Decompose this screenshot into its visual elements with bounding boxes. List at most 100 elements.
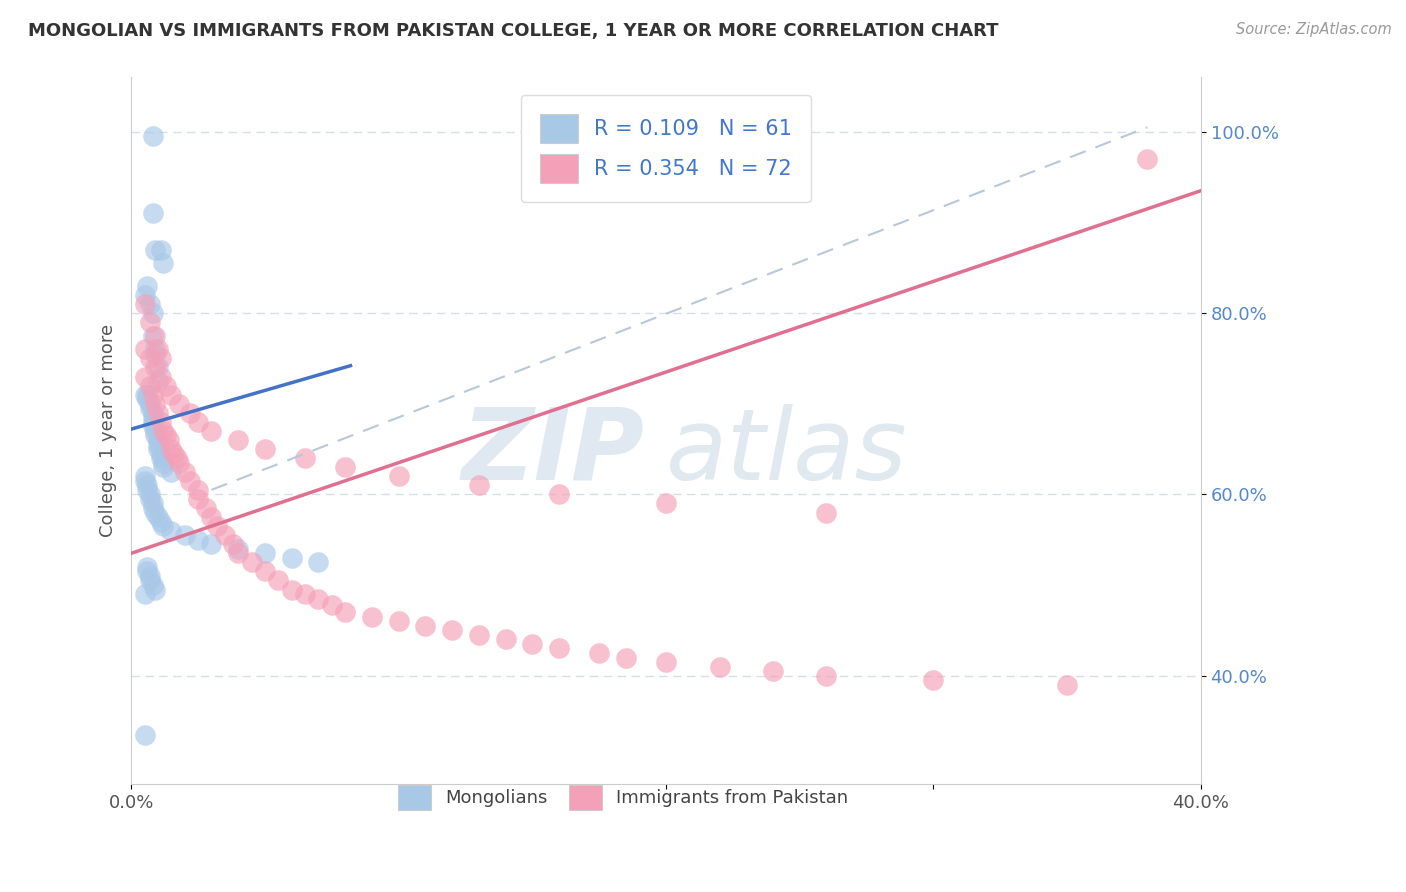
Point: [548, 487, 571, 501]
Point: [815, 668, 838, 682]
Point: [468, 478, 491, 492]
Point: [146, 510, 169, 524]
Point: [588, 646, 610, 660]
Point: [142, 387, 165, 401]
Point: [709, 659, 731, 673]
Point: [146, 360, 169, 375]
Point: [139, 569, 162, 583]
Point: [321, 598, 343, 612]
Point: [226, 541, 249, 556]
Point: [149, 243, 172, 257]
Point: [142, 306, 165, 320]
Point: [294, 587, 316, 601]
Point: [152, 256, 174, 270]
Point: [307, 555, 329, 569]
Point: [142, 328, 165, 343]
Point: [388, 469, 411, 483]
Point: [169, 397, 191, 411]
Point: [614, 650, 637, 665]
Point: [139, 487, 162, 501]
Point: [139, 401, 162, 416]
Point: [166, 451, 188, 466]
Point: [142, 419, 165, 434]
Point: [333, 605, 356, 619]
Point: [152, 424, 174, 438]
Point: [142, 410, 165, 425]
Point: [280, 550, 302, 565]
Point: [143, 343, 166, 357]
Point: [139, 491, 162, 506]
Point: [142, 406, 165, 420]
Point: [146, 343, 169, 357]
Point: [139, 397, 162, 411]
Text: Source: ZipAtlas.com: Source: ZipAtlas.com: [1236, 22, 1392, 37]
Legend: Mongolians, Immigrants from Pakistan: Mongolians, Immigrants from Pakistan: [384, 771, 863, 825]
Point: [134, 387, 156, 401]
Point: [136, 565, 159, 579]
Point: [548, 641, 571, 656]
Point: [160, 524, 183, 538]
Point: [152, 519, 174, 533]
Point: [136, 560, 159, 574]
Point: [307, 591, 329, 606]
Point: [139, 315, 162, 329]
Point: [143, 328, 166, 343]
Point: [143, 424, 166, 438]
Point: [139, 351, 162, 366]
Point: [253, 546, 276, 560]
Point: [143, 428, 166, 442]
Point: [169, 456, 191, 470]
Point: [146, 406, 169, 420]
Point: [1136, 152, 1159, 166]
Point: [187, 491, 209, 506]
Point: [149, 515, 172, 529]
Point: [187, 483, 209, 497]
Point: [142, 578, 165, 592]
Point: [146, 437, 169, 451]
Point: [152, 456, 174, 470]
Point: [253, 442, 276, 456]
Point: [134, 343, 156, 357]
Point: [762, 664, 785, 678]
Point: [142, 415, 165, 429]
Point: [226, 433, 249, 447]
Point: [200, 510, 222, 524]
Point: [333, 460, 356, 475]
Point: [146, 442, 169, 456]
Point: [146, 374, 169, 388]
Point: [195, 500, 218, 515]
Point: [136, 478, 159, 492]
Point: [240, 555, 263, 569]
Point: [173, 528, 195, 542]
Point: [815, 506, 838, 520]
Point: [134, 587, 156, 601]
Point: [187, 533, 209, 547]
Point: [200, 537, 222, 551]
Point: [294, 451, 316, 466]
Point: [136, 392, 159, 407]
Point: [134, 369, 156, 384]
Point: [134, 288, 156, 302]
Point: [522, 637, 544, 651]
Point: [415, 619, 437, 633]
Point: [155, 428, 177, 442]
Point: [441, 624, 464, 638]
Point: [1056, 678, 1078, 692]
Point: [179, 474, 201, 488]
Point: [280, 582, 302, 597]
Point: [143, 506, 166, 520]
Point: [139, 297, 162, 311]
Point: [179, 406, 201, 420]
Point: [143, 347, 166, 361]
Point: [142, 496, 165, 510]
Point: [142, 500, 165, 515]
Point: [134, 474, 156, 488]
Text: ZIP: ZIP: [461, 404, 644, 500]
Point: [160, 465, 183, 479]
Point: [160, 387, 183, 401]
Point: [149, 415, 172, 429]
Point: [388, 614, 411, 628]
Point: [222, 537, 245, 551]
Text: atlas: atlas: [666, 404, 908, 500]
Point: [205, 519, 228, 533]
